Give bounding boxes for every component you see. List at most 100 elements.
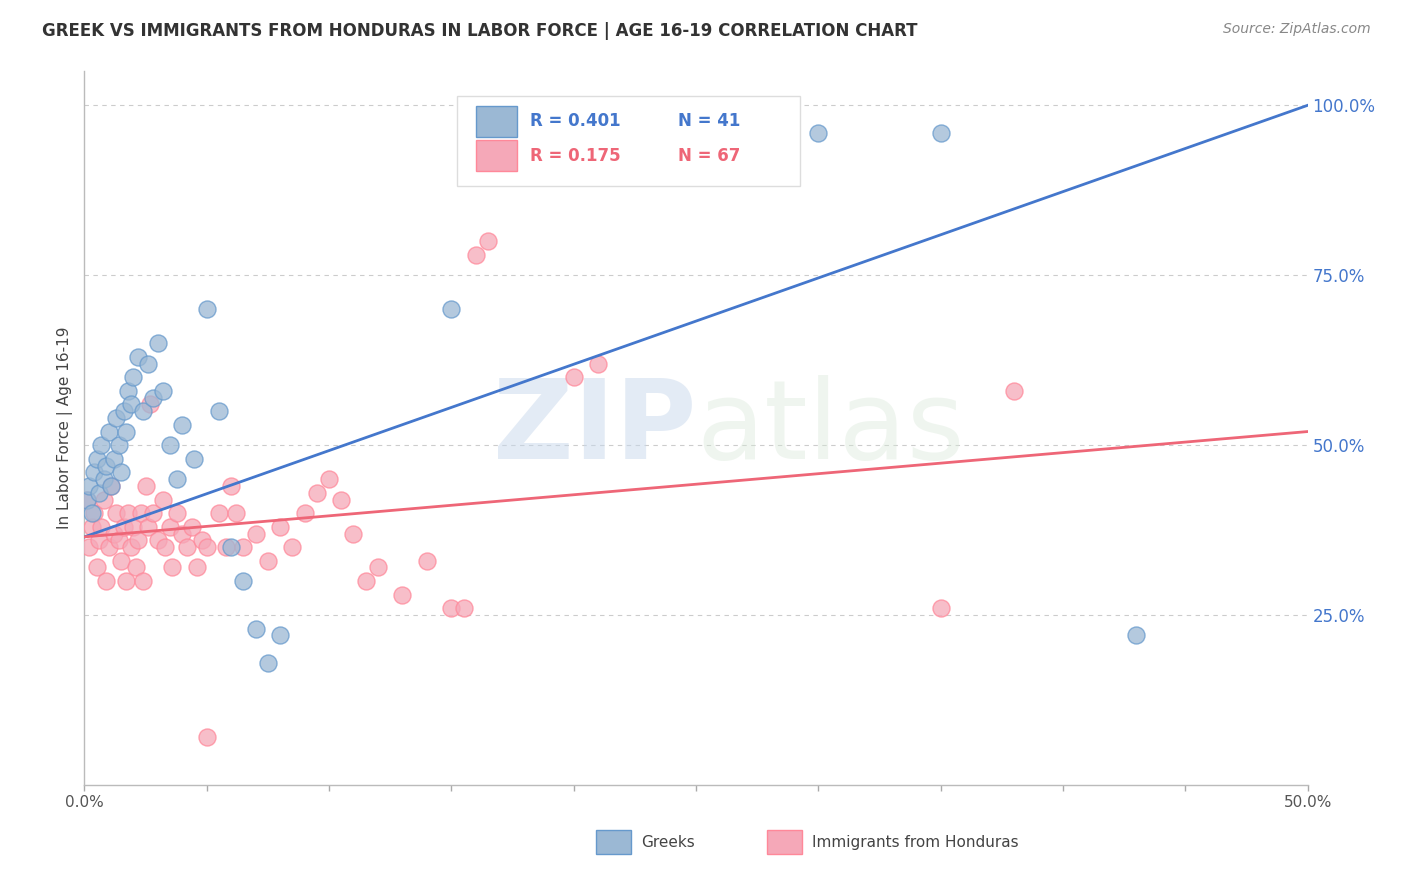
- Point: [120, 540, 142, 554]
- Point: [219, 540, 242, 554]
- Y-axis label: In Labor Force | Age 16-19: In Labor Force | Age 16-19: [58, 326, 73, 530]
- Point: [159, 438, 181, 452]
- Point: [586, 357, 609, 371]
- Point: [440, 302, 463, 317]
- Point: [87, 485, 110, 500]
- Text: N = 41: N = 41: [678, 112, 740, 130]
- Point: [105, 411, 128, 425]
- Point: [110, 466, 132, 480]
- Text: GREEK VS IMMIGRANTS FROM HONDURAS IN LABOR FORCE | AGE 16-19 CORRELATION CHART: GREEK VS IMMIGRANTS FROM HONDURAS IN LAB…: [42, 22, 918, 40]
- Point: [318, 472, 340, 486]
- Point: [90, 519, 112, 533]
- Point: [477, 234, 499, 248]
- Point: [125, 560, 148, 574]
- Point: [1125, 628, 1147, 642]
- Point: [269, 519, 291, 533]
- Point: [191, 533, 214, 548]
- Point: [416, 554, 439, 568]
- Point: [107, 533, 129, 548]
- Point: [115, 425, 138, 439]
- Point: [90, 438, 112, 452]
- Point: [100, 479, 122, 493]
- Text: Greeks: Greeks: [641, 835, 695, 849]
- Point: [80, 506, 103, 520]
- Point: [76, 492, 98, 507]
- Text: R = 0.401: R = 0.401: [530, 112, 620, 130]
- Point: [112, 404, 135, 418]
- Point: [77, 479, 100, 493]
- Point: [132, 404, 155, 418]
- Text: Immigrants from Honduras: Immigrants from Honduras: [813, 835, 1019, 849]
- Point: [103, 526, 125, 541]
- Point: [929, 601, 952, 615]
- Point: [391, 588, 413, 602]
- Point: [1002, 384, 1025, 398]
- Point: [97, 425, 120, 439]
- Point: [105, 506, 128, 520]
- Point: [440, 601, 463, 615]
- FancyBboxPatch shape: [596, 830, 631, 855]
- Point: [367, 560, 389, 574]
- Point: [146, 336, 169, 351]
- Point: [146, 533, 169, 548]
- Point: [83, 466, 105, 480]
- Point: [103, 451, 125, 466]
- FancyBboxPatch shape: [475, 105, 517, 137]
- Point: [342, 526, 364, 541]
- Point: [142, 391, 165, 405]
- Point: [87, 533, 110, 548]
- Point: [129, 506, 152, 520]
- Point: [77, 540, 100, 554]
- FancyBboxPatch shape: [766, 830, 803, 855]
- Point: [330, 492, 353, 507]
- Point: [159, 519, 181, 533]
- Point: [195, 731, 218, 745]
- Point: [117, 384, 139, 398]
- Point: [929, 126, 952, 140]
- Point: [215, 540, 238, 554]
- Point: [127, 533, 149, 548]
- Point: [117, 506, 139, 520]
- Point: [464, 248, 486, 262]
- Point: [107, 438, 129, 452]
- Point: [183, 451, 205, 466]
- Point: [219, 479, 242, 493]
- Point: [136, 357, 159, 371]
- Point: [232, 574, 254, 588]
- Point: [172, 417, 194, 432]
- Point: [294, 506, 316, 520]
- Point: [97, 540, 120, 554]
- Point: [110, 554, 132, 568]
- Text: atlas: atlas: [696, 375, 965, 482]
- Point: [96, 458, 118, 473]
- Point: [86, 451, 108, 466]
- Point: [305, 485, 328, 500]
- Point: [181, 519, 204, 533]
- Point: [176, 540, 198, 554]
- Point: [122, 370, 145, 384]
- Point: [153, 540, 176, 554]
- Point: [166, 472, 188, 486]
- Point: [162, 560, 184, 574]
- Point: [86, 560, 108, 574]
- Point: [135, 479, 157, 493]
- Point: [139, 397, 162, 411]
- Point: [127, 350, 149, 364]
- Point: [354, 574, 377, 588]
- Point: [76, 492, 98, 507]
- Point: [142, 506, 165, 520]
- Point: [257, 656, 280, 670]
- Point: [195, 302, 218, 317]
- Point: [96, 574, 118, 588]
- Point: [232, 540, 254, 554]
- Point: [208, 506, 231, 520]
- Point: [269, 628, 291, 642]
- Point: [100, 479, 122, 493]
- Point: [152, 492, 174, 507]
- FancyBboxPatch shape: [457, 96, 800, 186]
- Point: [195, 540, 218, 554]
- FancyBboxPatch shape: [475, 140, 517, 171]
- Text: N = 67: N = 67: [678, 146, 740, 164]
- Point: [166, 506, 188, 520]
- Point: [562, 370, 585, 384]
